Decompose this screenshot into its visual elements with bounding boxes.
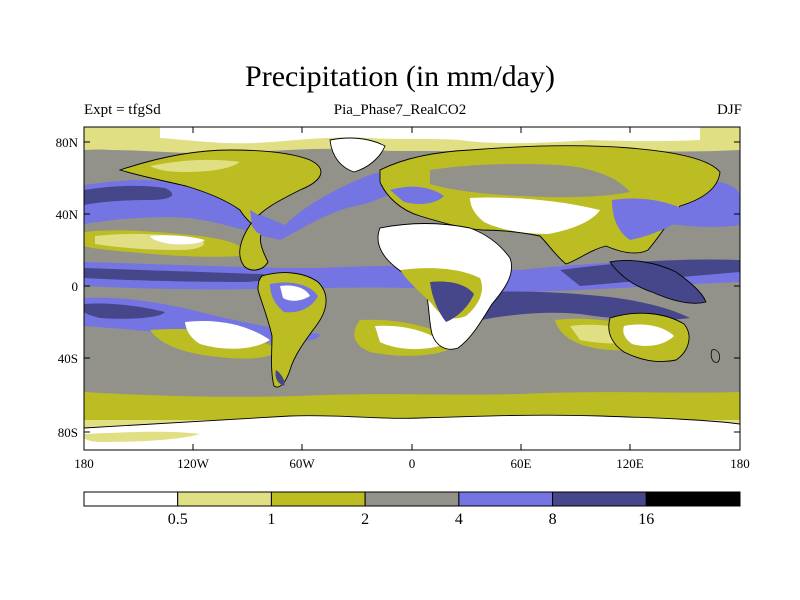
colorbar-level-label: 2: [361, 511, 369, 528]
colorbar-level-label: 16: [638, 511, 654, 528]
lon-tick-label: 120W: [177, 456, 210, 471]
colorbar-swatch: [458, 491, 554, 507]
lat-tick-label: 40N: [56, 207, 79, 222]
colorbar-level-label: 0.5: [168, 511, 188, 528]
longitude-axis: 180 120W 60W 0 60E 120E 180: [74, 127, 750, 471]
colorbar-swatch: [83, 491, 179, 507]
colorbar: 0.5 1 2 4 8 16: [83, 491, 741, 528]
colorbar-swatch: [270, 491, 366, 507]
lon-tick-label: 120E: [616, 456, 644, 471]
lon-tick-label: 0: [409, 456, 416, 471]
lat-tick-label: 80N: [56, 135, 79, 150]
lon-tick-label: 60E: [511, 456, 532, 471]
precipitation-field: [84, 127, 740, 450]
colorbar-swatch: [645, 491, 741, 507]
lon-tick-label: 60W: [289, 456, 315, 471]
colorbar-swatch: [364, 491, 460, 507]
experiment-name: Pia_Phase7_RealCO2: [333, 102, 467, 118]
experiment-label: Expt = tfgSd: [84, 102, 161, 118]
lon-tick-label: 180: [730, 456, 750, 471]
figure-title: Precipitation (in mm/day): [245, 60, 555, 93]
lat-tick-label: 80S: [58, 425, 78, 440]
lon-tick-label: 180: [74, 456, 94, 471]
lat-tick-label: 40S: [58, 351, 78, 366]
colorbar-level-label: 8: [549, 511, 557, 528]
colorbar-swatch: [552, 491, 647, 507]
colorbar-level-label: 4: [455, 511, 463, 528]
latitude-axis: 80N 40N 0 40S 80S: [56, 135, 740, 440]
lat-tick-label: 0: [72, 279, 79, 294]
colorbar-level-label: 1: [267, 511, 275, 528]
season-label: DJF: [716, 102, 742, 118]
colorbar-swatch: [177, 491, 272, 507]
